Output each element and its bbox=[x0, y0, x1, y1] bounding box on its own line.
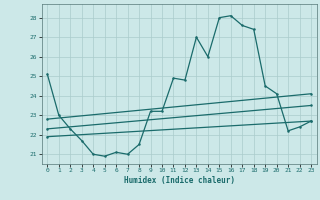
X-axis label: Humidex (Indice chaleur): Humidex (Indice chaleur) bbox=[124, 176, 235, 185]
